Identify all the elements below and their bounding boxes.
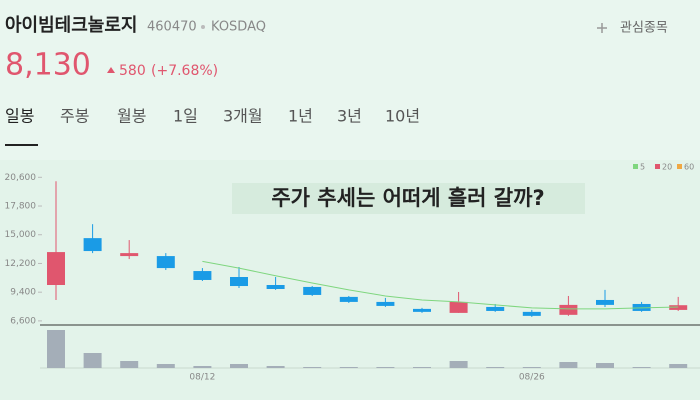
tab[interactable]: 3개월: [223, 107, 263, 126]
volume-bar: [339, 367, 358, 368]
banner-bg: [232, 183, 585, 214]
y-tick-label: 9,400: [10, 288, 36, 298]
volume-bar: [376, 367, 395, 368]
tab[interactable]: 10년: [385, 107, 420, 126]
candle-body: [339, 296, 358, 302]
candle-body: [596, 299, 614, 305]
candle-body: [193, 271, 212, 280]
candle-body: [47, 252, 65, 285]
tab[interactable]: 3년: [337, 107, 362, 126]
price: 8,130: [5, 48, 91, 83]
up-arrow: [107, 67, 115, 73]
change: 580: [119, 63, 146, 79]
tab-bar: 일봉 주봉 월봉 1일 3개월 1년 3년 10년: [5, 107, 420, 126]
candle-body: [303, 286, 322, 295]
volume-bar: [632, 367, 651, 368]
volume-bar: [596, 363, 614, 368]
y-tick-label: 15,000: [5, 230, 37, 240]
volume-bar: [230, 364, 248, 368]
volume-bar: [413, 367, 431, 368]
volume-bar: [193, 366, 212, 368]
candle-body: [266, 285, 285, 289]
volume-bar: [156, 364, 175, 368]
ma-line: [202, 260, 679, 310]
plot: 20,600 17,800 15,000 12,200 9,400 6,600 08/12 0…: [5, 163, 695, 383]
change-pct: (+7.68%): [151, 63, 218, 79]
candle-body: [522, 311, 541, 316]
legend-label: 20: [662, 163, 672, 172]
volume-bar: [449, 361, 468, 368]
candle-body: [120, 253, 139, 257]
separator-dot: [201, 25, 205, 29]
stock-name: 아이빔테크놀로지: [5, 15, 137, 36]
volume-bar: [486, 367, 505, 368]
legend-label: 5: [640, 163, 645, 172]
y-tick-label: 12,200: [5, 259, 37, 269]
x-tick-label: 08/26: [519, 373, 545, 383]
tab[interactable]: 월봉: [117, 107, 146, 126]
y-tick-label: 17,800: [5, 202, 37, 212]
market: KOSDAQ: [211, 20, 266, 35]
legend-label: 60: [684, 163, 694, 172]
volume-bar: [669, 364, 688, 368]
volume-bar: [47, 330, 65, 368]
banner-text: 주가 추세는 어떠게 흘러 갈까?: [271, 186, 544, 210]
legend-swatch: [655, 164, 660, 169]
volume-bar: [522, 367, 541, 368]
tab[interactable]: 1년: [288, 107, 313, 126]
volume-bar: [303, 367, 322, 368]
candle-body: [156, 256, 175, 269]
legend-swatch: [677, 164, 682, 169]
y-tick-label: 6,600: [10, 316, 36, 326]
y-tick-label: 20,600: [5, 173, 37, 183]
candle-body: [486, 306, 505, 311]
candle-body: [376, 301, 395, 306]
candle-body: [230, 277, 248, 287]
candle-body: [559, 304, 578, 315]
tab[interactable]: 1일: [173, 107, 198, 126]
candle-body: [83, 238, 102, 252]
tab[interactable]: 일봉: [5, 107, 34, 126]
volume-bar: [83, 353, 102, 368]
watch-button[interactable]: 관심종목: [597, 21, 668, 36]
candle-body: [449, 301, 468, 313]
watch-label: 관심종목: [620, 21, 668, 36]
candle-body: [669, 305, 688, 310]
x-tick-label: 08/12: [189, 373, 215, 383]
tab[interactable]: 주봉: [60, 107, 89, 126]
volume-bar: [120, 361, 139, 368]
volume-bar: [559, 362, 578, 368]
candle-body: [413, 308, 431, 312]
volume-bar: [266, 366, 285, 368]
stock-code: 460470: [147, 20, 197, 35]
legend-swatch: [633, 164, 638, 169]
